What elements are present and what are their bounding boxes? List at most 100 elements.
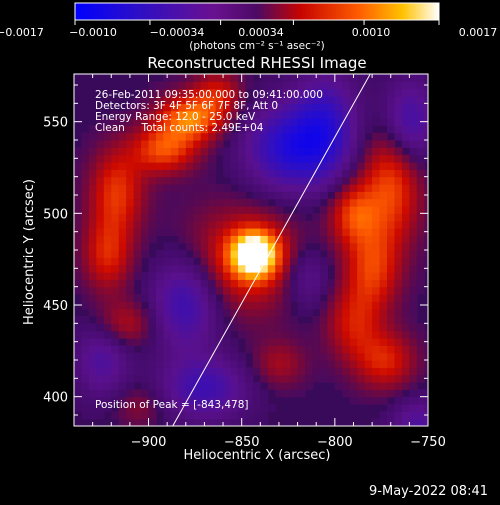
heatmap-cell — [163, 176, 172, 185]
heatmap-cell — [305, 125, 314, 134]
heatmap-cell — [74, 272, 83, 280]
heatmap-cell — [193, 345, 202, 354]
heatmap-cell — [401, 367, 410, 376]
heatmap-cell — [290, 235, 299, 244]
heatmap-cell — [394, 191, 403, 200]
heatmap-cell — [424, 367, 428, 376]
heatmap-cell — [290, 242, 299, 251]
heatmap-cell — [96, 404, 105, 412]
heatmap-cell — [193, 96, 202, 104]
heatmap-cell — [364, 294, 373, 302]
heatmap-cell — [96, 294, 105, 302]
heatmap-cell — [88, 286, 97, 295]
heatmap-cell — [252, 140, 261, 148]
heatmap-cell — [245, 323, 254, 332]
heatmap-cell — [416, 140, 425, 148]
heatmap-cell — [327, 154, 336, 163]
heatmap-cell — [290, 374, 299, 383]
heatmap-cell — [193, 286, 202, 295]
heatmap-cell — [74, 404, 83, 412]
heatmap-cell — [200, 169, 209, 178]
heatmap-cell — [357, 184, 366, 192]
heatmap-cell — [282, 250, 291, 258]
heatmap-cell — [88, 242, 97, 251]
heatmap-cell — [342, 382, 351, 390]
heatmap-cell — [237, 206, 247, 214]
heatmap-cell — [245, 235, 254, 244]
heatmap-cell — [334, 198, 343, 207]
heatmap-cell — [223, 198, 232, 207]
heatmap-cell — [74, 191, 83, 200]
heatmap-cell — [155, 382, 165, 390]
heatmap-cell — [96, 330, 105, 339]
heatmap-cell — [118, 389, 127, 398]
heatmap-cell — [372, 103, 381, 112]
heatmap-cell — [230, 74, 239, 82]
heatmap-cell — [170, 198, 179, 207]
heatmap-cell — [170, 74, 179, 82]
heatmap-cell — [260, 396, 269, 405]
heatmap-cell — [275, 330, 284, 339]
heatmap-cell — [237, 389, 247, 398]
heatmap-cell — [111, 301, 120, 310]
heatmap-cell — [349, 264, 358, 273]
heatmap-cell — [424, 206, 428, 214]
heatmap-cell — [290, 316, 299, 324]
heatmap-cell — [208, 96, 217, 104]
heatmap-cell — [208, 132, 217, 141]
heatmap-cell — [223, 220, 232, 229]
heatmap-cell — [133, 103, 142, 112]
heatmap-cell — [401, 184, 410, 192]
heatmap-cell — [312, 228, 321, 236]
heatmap-cell — [118, 220, 127, 229]
heatmap-cell — [208, 242, 217, 251]
heatmap-cell — [312, 338, 321, 346]
heatmap-cell — [416, 213, 425, 222]
heatmap-cell — [349, 257, 358, 266]
heatmap-cell — [319, 169, 328, 178]
heatmap-cell — [163, 316, 172, 324]
heatmap-cell — [342, 147, 351, 156]
heatmap-cell — [349, 286, 358, 295]
heatmap-cell — [319, 88, 328, 97]
heatmap-cell — [74, 323, 83, 332]
heatmap-cell — [133, 125, 142, 134]
heatmap-cell — [215, 132, 224, 141]
heatmap-cell — [193, 198, 202, 207]
heatmap-cell — [275, 125, 284, 134]
heatmap-cell — [118, 411, 127, 420]
heatmap-cell — [387, 286, 396, 295]
heatmap-cell — [230, 213, 239, 222]
heatmap-cell — [372, 323, 381, 332]
heatmap-cell — [193, 184, 202, 192]
heatmap-cell — [81, 360, 90, 368]
heatmap-cell — [282, 228, 291, 236]
heatmap-cell — [185, 286, 194, 295]
heatmap-cell — [208, 213, 217, 222]
heatmap-cell — [297, 169, 306, 178]
heatmap-cell — [193, 118, 202, 126]
heatmap-cell — [155, 272, 165, 280]
heatmap-cell — [215, 360, 224, 368]
heatmap-cell — [111, 264, 120, 273]
heatmap-cell — [267, 154, 276, 163]
heatmap-cell — [88, 323, 97, 332]
heatmap-cell — [81, 140, 90, 148]
heatmap-cell — [230, 140, 239, 148]
heatmap-cell — [379, 132, 388, 141]
heatmap-cell — [155, 220, 165, 229]
heatmap-cell — [74, 382, 83, 390]
heatmap-cell — [312, 81, 321, 90]
heatmap-cell — [148, 81, 157, 90]
heatmap-cell — [394, 206, 403, 214]
heatmap-cell — [163, 330, 172, 339]
heatmap-cell — [103, 264, 112, 273]
heatmap-cell — [208, 404, 217, 412]
heatmap-cell — [163, 213, 172, 222]
heatmap-cell — [118, 198, 127, 207]
heatmap-cell — [394, 323, 403, 332]
heatmap-cell — [215, 125, 224, 134]
heatmap-cell — [372, 169, 381, 178]
heatmap-cell — [118, 294, 127, 302]
heatmap-cell — [275, 242, 284, 251]
